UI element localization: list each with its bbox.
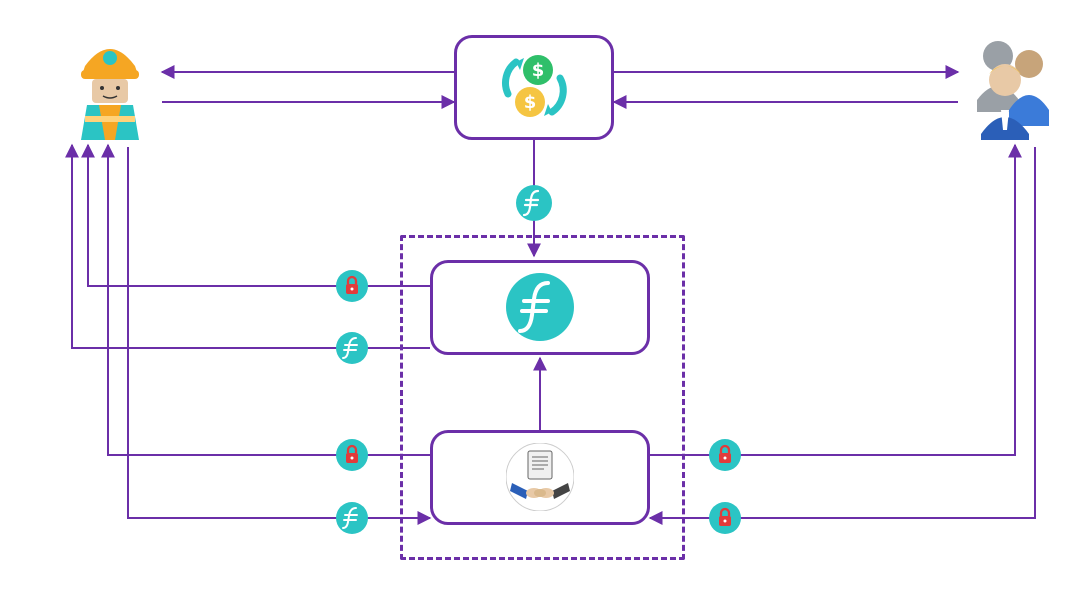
edge-contract-to-users-lock: [650, 145, 1015, 455]
exchange-icon: $ $: [494, 48, 574, 128]
miner-icon: [65, 30, 155, 140]
lock-badge-icon: [709, 439, 741, 471]
edge-miner-to-contract-fil: [128, 147, 430, 518]
fil-badge-icon: [336, 502, 368, 534]
filecoin-large-icon: [506, 273, 574, 341]
lock-badge-icon: [336, 270, 368, 302]
svg-text:$: $: [524, 92, 537, 113]
users-icon: [965, 30, 1055, 140]
edge-contract-to-miner-lock: [108, 145, 430, 455]
svg-text:$: $: [532, 60, 545, 81]
lock-badge-icon: [709, 502, 741, 534]
fil-badge-icon: [336, 332, 368, 364]
handshake-icon: [506, 443, 574, 511]
edge-token-to-miner-fil: [72, 145, 430, 348]
edge-users-to-contract-lock: [650, 147, 1035, 518]
lock-badge-icon: [336, 439, 368, 471]
filecoin-small-icon: [516, 185, 552, 221]
edge-token-to-miner-lock: [88, 145, 430, 286]
diagram-stage: $ $: [0, 0, 1080, 605]
